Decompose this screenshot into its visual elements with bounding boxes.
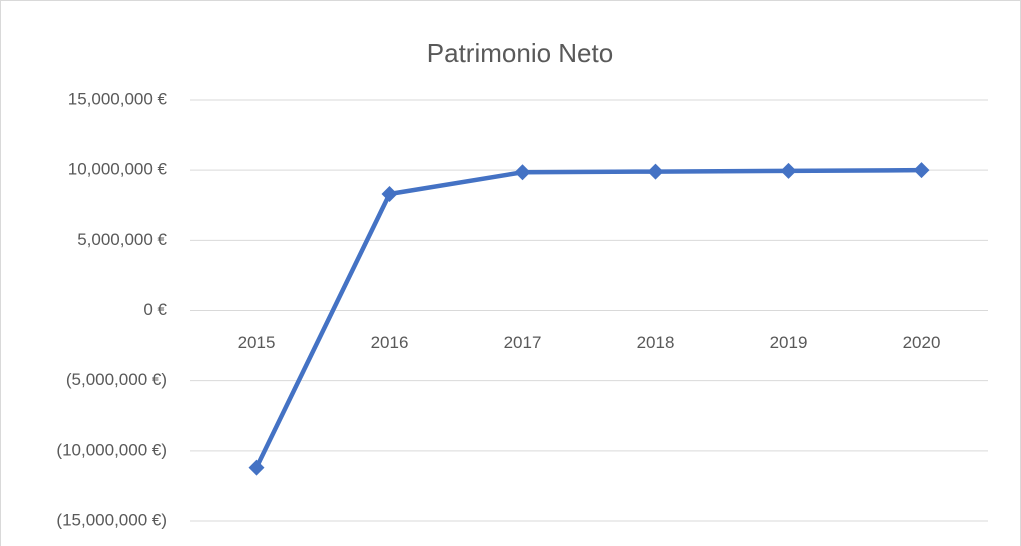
y-tick-label: (5,000,000 €)	[66, 370, 167, 389]
y-tick-label: 15,000,000 €	[68, 89, 168, 108]
x-tick-label: 2016	[371, 333, 409, 352]
marker	[780, 162, 797, 179]
y-tick-label: 0 €	[143, 300, 167, 319]
marker	[514, 164, 531, 181]
x-tick-label: 2019	[770, 333, 808, 352]
x-tick-label: 2015	[238, 333, 276, 352]
y-tick-label: 10,000,000 €	[68, 160, 168, 179]
line	[254, 167, 922, 469]
marker	[381, 186, 398, 203]
marker	[248, 459, 265, 476]
marker	[913, 162, 930, 179]
y-tick-label: 5,000,000 €	[77, 230, 167, 249]
chart-title: Patrimonio Neto	[427, 38, 613, 68]
x-tick-label: 2018	[637, 333, 675, 352]
marker	[647, 163, 664, 180]
y-tick-label: (15,000,000 €)	[56, 510, 167, 529]
x-tick-label: 2020	[903, 333, 941, 352]
y-tick-label: (10,000,000 €)	[56, 440, 167, 459]
x-tick-label: 2017	[504, 333, 542, 352]
